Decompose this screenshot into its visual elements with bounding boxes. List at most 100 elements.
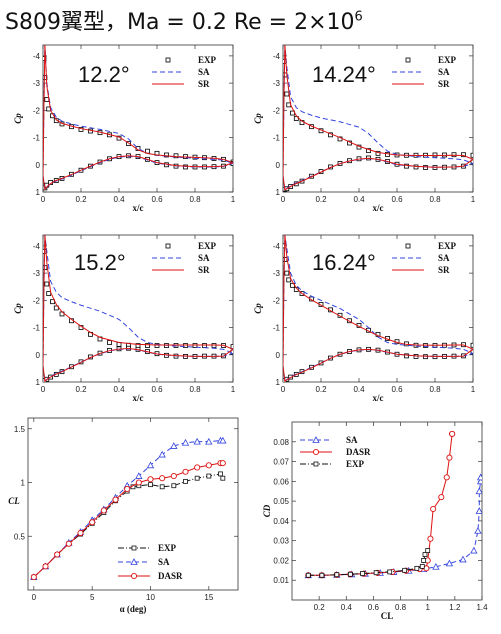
- series-line-lower: [43, 155, 233, 191]
- series-line-lower: [43, 348, 233, 382]
- x-tick-label: 1.4: [476, 603, 488, 612]
- series-layer: [30, 436, 227, 581]
- plot-frame: [282, 44, 474, 193]
- x-tick-label: 1: [425, 603, 430, 612]
- data-point-square: [432, 152, 438, 158]
- plot-frame: [282, 234, 474, 383]
- data-point-triangle: [432, 562, 440, 570]
- x-tick-label: 0.2: [315, 195, 327, 204]
- data-point-square: [421, 558, 427, 563]
- x-tick-label: 0.6: [151, 195, 163, 204]
- y-tick-label: -4: [273, 242, 281, 251]
- y-tick-label: 0: [36, 161, 41, 170]
- y-axis-label: Cp: [253, 303, 263, 314]
- data-point-circle: [159, 475, 166, 482]
- y-tick-label: 1: [276, 378, 281, 387]
- chart-panel-2: 0 0.2 0.4 0.6 0.8 110-1-2-3-4x/cCp14.24°EXPSA…: [253, 44, 476, 213]
- data-point-square: [347, 571, 353, 577]
- y-tick-label: 1.5: [14, 425, 26, 434]
- x-tick-label: 1.2: [449, 603, 461, 612]
- y-tick-label: 0.04: [273, 517, 289, 526]
- data-point-triangle: [146, 461, 155, 469]
- x-tick-label: 0.4: [113, 385, 125, 394]
- y-tick-label: -4: [33, 52, 41, 61]
- legend-marker: [165, 57, 171, 63]
- data-point-triangle: [474, 526, 482, 534]
- data-point-circle: [443, 474, 450, 481]
- x-tick-label: 0: [32, 593, 37, 602]
- data-point-circle: [182, 468, 189, 475]
- x-tick-label: 1: [231, 385, 236, 394]
- data-point-square: [387, 569, 393, 575]
- y-tick-label: -3: [33, 269, 41, 278]
- plot-frame: [27, 417, 239, 591]
- angle-annotation: 15.2°: [74, 250, 126, 275]
- legend-label: SR: [198, 79, 210, 89]
- legend-label: EXP: [438, 241, 457, 251]
- data-point-square: [414, 565, 420, 571]
- series-line-lower: [283, 348, 473, 382]
- x-tick-label: 0.8: [429, 195, 441, 204]
- y-tick-label: 0.08: [273, 438, 289, 447]
- y-tick-label: -3: [33, 79, 41, 88]
- data-point-square: [43, 265, 48, 271]
- y-tick-label: 0: [276, 351, 281, 360]
- legend-marker: [130, 572, 138, 580]
- x-tick-label: 0: [41, 195, 46, 204]
- data-point-square: [183, 479, 188, 484]
- data-point-triangle: [475, 507, 482, 514]
- y-tick-label: 1: [36, 378, 41, 387]
- data-point-square: [404, 353, 409, 359]
- y-tick-label: -2: [33, 296, 41, 305]
- data-point-square: [366, 148, 371, 154]
- chart-panel-3: 0 0.2 0.4 0.6 0.8 110-1-2-3-4x/cCp15.2°EXPSAS…: [13, 234, 236, 403]
- legend: EXP SA SR: [392, 241, 457, 275]
- x-tick-label: 0.8: [189, 385, 201, 394]
- x-tick-label: 1: [471, 385, 476, 394]
- legend-marker: [313, 461, 319, 467]
- series-line-dasr: [308, 433, 453, 576]
- data-point-square: [194, 475, 200, 481]
- y-tick-label: -3: [273, 79, 281, 88]
- legend-marker: [131, 545, 137, 551]
- data-point-triangle: [470, 546, 478, 554]
- series-line-sa: [308, 477, 482, 576]
- y-axis-label: Cp: [253, 113, 263, 124]
- legend-label: EXP: [198, 55, 217, 65]
- y-axis-label: CD: [262, 504, 272, 517]
- legend: EXP SA SR: [152, 241, 217, 275]
- legend-label: EXP: [158, 543, 177, 553]
- series-line-sa: [43, 235, 233, 366]
- data-point-circle: [100, 507, 107, 514]
- chart-panel-4: 0 0.2 0.4 0.6 0.8 110-1-2-3-4x/cCp16.24°EXPSA…: [253, 234, 476, 403]
- y-tick-label: 0: [276, 161, 281, 170]
- y-tick-label: 0.06: [273, 477, 289, 486]
- y-tick-label: -2: [273, 106, 281, 115]
- legend-label: SA: [438, 67, 450, 77]
- data-point-square: [148, 482, 153, 488]
- y-tick-label: 1: [276, 188, 281, 197]
- chart-panel-1: 0 0.2 0.4 0.6 0.8 110-1-2-3-4x/cCp12.2°EXPSAS…: [13, 44, 236, 213]
- x-tick-label: 0.2: [315, 385, 327, 394]
- data-point-triangle: [445, 559, 454, 567]
- data-point-circle: [427, 535, 434, 542]
- data-point-square: [159, 484, 165, 490]
- data-point-square: [145, 343, 150, 348]
- y-tick-label: 1: [36, 188, 41, 197]
- legend: SA DASR EXP: [300, 435, 371, 469]
- data-point-circle: [112, 496, 119, 503]
- y-tick-label: -4: [273, 52, 281, 61]
- data-point-square: [425, 548, 431, 553]
- data-point-circle: [89, 519, 96, 526]
- data-point-circle: [438, 494, 445, 501]
- x-axis-label: x/c: [133, 393, 144, 403]
- y-axis-label: Cp: [13, 113, 23, 124]
- x-tick-label: 0.6: [391, 385, 403, 394]
- data-point-circle: [135, 479, 142, 486]
- data-point-square: [360, 571, 365, 576]
- series-layer: [43, 235, 233, 382]
- x-axis-label: CL: [381, 611, 394, 621]
- data-point-square: [305, 572, 311, 578]
- plot-frame: [291, 421, 483, 601]
- chart-panel-6: 0.2 0.4 0.6 0.8 1 1.2 1.4 0.01 0.02 0.03 0.04 0.05 0…: [262, 421, 488, 621]
